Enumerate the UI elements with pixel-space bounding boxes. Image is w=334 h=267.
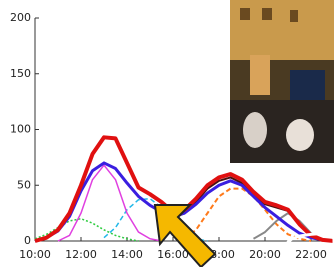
screen: [290, 70, 325, 100]
y-tick-label: 50: [17, 178, 31, 191]
person: [286, 119, 314, 151]
x-tick-label: 14:00: [111, 248, 143, 261]
person: [243, 112, 267, 148]
window: [262, 8, 272, 20]
x-tick-label: 22:00: [295, 248, 327, 261]
screenshot: 05010015020010:0012:0014:0016:0018:0020:…: [0, 0, 334, 267]
x-tick-label: 20:00: [249, 248, 281, 261]
x-tick-label: 10:00: [19, 248, 51, 261]
y-tick-label: 0: [24, 234, 31, 247]
photo-inset: [230, 0, 334, 163]
y-tick-label: 150: [10, 67, 31, 80]
y-tick-label: 200: [10, 11, 31, 24]
window: [290, 10, 298, 22]
x-tick-label: 12:00: [65, 248, 97, 261]
y-tick-label: 100: [10, 123, 31, 136]
doorway: [250, 55, 270, 95]
window: [240, 8, 250, 20]
x-tick-label: 16:00: [157, 248, 189, 261]
